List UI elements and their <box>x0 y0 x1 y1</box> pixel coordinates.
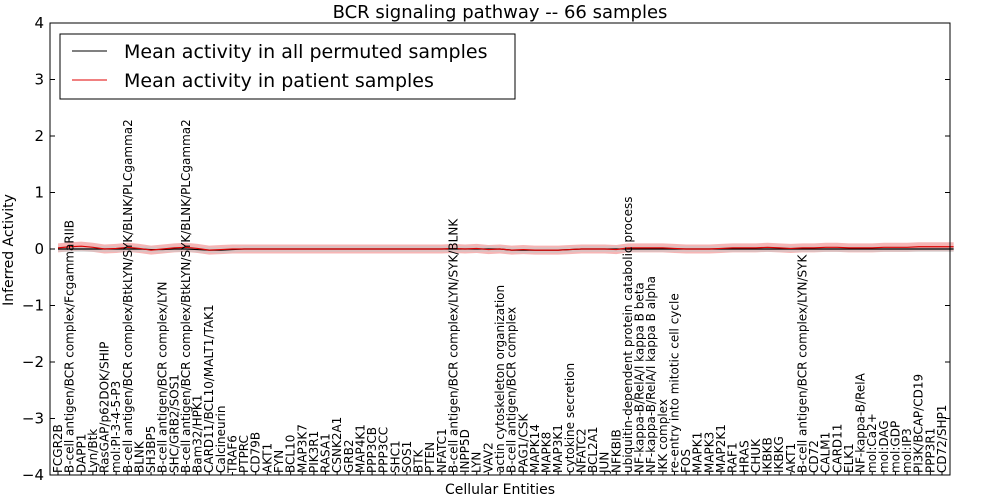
x-tick-label: NFKBIB <box>609 429 623 473</box>
x-tick-label: B-cell antigen/BCR complex/BtkLYN/SYK/BL… <box>179 119 193 473</box>
legend: Mean activity in all permuted samples Me… <box>59 33 516 100</box>
x-tick-label: NF-kappa-B/RelA <box>854 372 868 473</box>
x-tick-label: cytokine secretion <box>563 363 577 473</box>
x-tick-label: CALM1 <box>819 432 833 473</box>
x-tick-label: re-entry into mitotic cell cycle <box>667 293 681 473</box>
y-tick-label: 4 <box>34 14 44 32</box>
x-tick-label: CARD11 <box>830 424 844 473</box>
x-tick-label: SHC/GRB2/SOS1 <box>167 374 181 473</box>
x-tick-label: MAP4K1 <box>353 424 367 473</box>
legend-label-patient: Mean activity in patient samples <box>124 70 434 92</box>
x-tick-label: mol:PI-3-4-5-P3 <box>109 381 123 473</box>
x-tick-label: RAF1 <box>726 442 740 473</box>
x-tick-label: FOS <box>679 449 693 473</box>
y-tick-label: −4 <box>22 466 44 484</box>
x-tick-label: PAG1/CSK <box>516 413 530 473</box>
x-tick-label: CD72/SHP1 <box>935 405 949 473</box>
x-tick-label: MAPK14 <box>528 424 542 473</box>
x-tick-label: AKT1 <box>260 443 274 473</box>
x-tick-label: RasGAP/p62DOK/SHIP <box>98 342 112 473</box>
x-tick-label: NF-kappa-B/RelA/I kappa B beta <box>633 282 647 473</box>
series-line-patient <box>57 245 954 251</box>
y-tick-label: 0 <box>34 240 44 258</box>
x-tick-label: JUN <box>598 452 612 474</box>
x-tick-label: mol:DAG <box>877 420 891 473</box>
y-axis-label: Inferred Activity <box>1 194 17 306</box>
x-tick-label: PTPRC <box>237 435 251 473</box>
x-tick-label: BCL10 <box>284 435 298 473</box>
x-tick-label: PTEN <box>423 442 437 473</box>
legend-box <box>59 33 516 100</box>
x-tick-label: CHUK <box>749 438 763 473</box>
y-tick-label: 2 <box>34 127 44 145</box>
x-tick-label: CSNK2A1 <box>330 417 344 473</box>
x-tick-label: B-cell antigen/BCR complex <box>505 307 519 473</box>
x-tick-label: MAPK1 <box>691 432 705 473</box>
x-tick-label: CARD11/BCL10/MALT1/TAK1 <box>202 304 216 473</box>
x-tick-label: PIK3R1 <box>307 431 321 473</box>
x-tick-label: B-cell antigen/BCR complex/LYN <box>156 281 170 473</box>
x-tick-label: ELK1 <box>842 443 856 473</box>
x-tick-label: TRAF6 <box>225 435 239 474</box>
x-tick-label: FYN <box>272 450 286 473</box>
x-tick-label: mol:IP3 <box>900 428 914 473</box>
x-tick-label: HRAS <box>737 440 751 473</box>
x-tick-label: ubiquitin-dependent protein catabolic pr… <box>621 197 635 473</box>
x-tick-label: SHC1 <box>388 440 402 473</box>
x-tick-label: Bam32/HPK1 <box>191 395 205 473</box>
x-tick-label: BCL2A1 <box>586 426 600 473</box>
x-tick-label: MAP3K1 <box>551 424 565 473</box>
legend-label-permuted: Mean activity in all permuted samples <box>124 41 487 63</box>
x-tick-label: NFATC1 <box>435 428 449 473</box>
x-tick-label: CD72 <box>807 440 821 473</box>
x-tick-label: GRB2 <box>342 439 356 473</box>
x-tick-label: MAP3K7 <box>295 424 309 473</box>
x-tick-label: DAPP1 <box>74 434 88 473</box>
x-tick-label: IKK complex <box>656 399 670 473</box>
x-tick-label: VAV2 <box>481 442 495 473</box>
x-tick-label: NFATC2 <box>574 428 588 473</box>
y-tick-label: −2 <box>22 353 44 371</box>
x-tick-label: PPP3R1 <box>923 428 937 473</box>
y-tick-label: −3 <box>22 410 44 428</box>
x-tick-label: mol:GDP <box>888 421 902 473</box>
x-tick-label: Calcineurin <box>214 406 228 473</box>
x-tick-label: B-cell antigen/BCR complex/FcgammaRIIB <box>63 220 77 473</box>
x-tick-label: B-cell antigen/BCR complex/LYN/SYK <box>795 253 809 473</box>
x-tick-label: CD79B <box>249 432 263 473</box>
y-tick-label: 3 <box>34 71 44 89</box>
x-tick-label: AKT1 <box>784 443 798 473</box>
x-tick-label: IKBKB <box>761 437 775 473</box>
x-tick-label: mol:Ca2+ <box>865 413 879 473</box>
x-tick-label: Lyn/Btk <box>86 429 100 473</box>
x-tick-label: MAP2K1 <box>714 424 728 473</box>
x-axis-label: Cellular Entities <box>445 482 555 498</box>
y-tick-label: 1 <box>34 184 44 202</box>
x-tick-label: MAPK8 <box>540 432 554 473</box>
x-tick-label: IKBKG <box>772 436 786 473</box>
x-tick-label: RASA1 <box>319 433 333 473</box>
x-tick-label: PPP3CC <box>377 427 391 473</box>
x-tick-label: SH3BP5 <box>144 426 158 473</box>
x-tick-label: PI3K/BCAP/CD19 <box>912 374 926 473</box>
x-tick-label: MAPK3 <box>702 432 716 473</box>
x-tick-label: LYN <box>470 452 484 473</box>
y-tick-label: −1 <box>22 297 44 315</box>
x-tick-label: PPP3CB <box>365 427 379 473</box>
x-tick-label: NF-kappa-B/RelA/I kappa B alpha <box>644 276 658 473</box>
x-tick-label: B-cell antigen/BCR complex/LYN/SYK/BLNK <box>446 218 460 473</box>
x-tick-label: BTK <box>412 448 426 473</box>
x-tick-label: FCGR2B <box>51 424 65 473</box>
x-tick-label: SOS1 <box>400 441 414 473</box>
chart-title: BCR signaling pathway -- 66 samples <box>333 2 668 23</box>
x-tick-label: INPP5D <box>458 429 472 473</box>
x-tick-label: B-cell antigen/BCR complex/BtkLYN/SYK/BL… <box>121 119 135 473</box>
x-tick-label: actin cytoskeleton organization <box>493 285 507 473</box>
x-tick-label: BLNK <box>132 440 146 473</box>
